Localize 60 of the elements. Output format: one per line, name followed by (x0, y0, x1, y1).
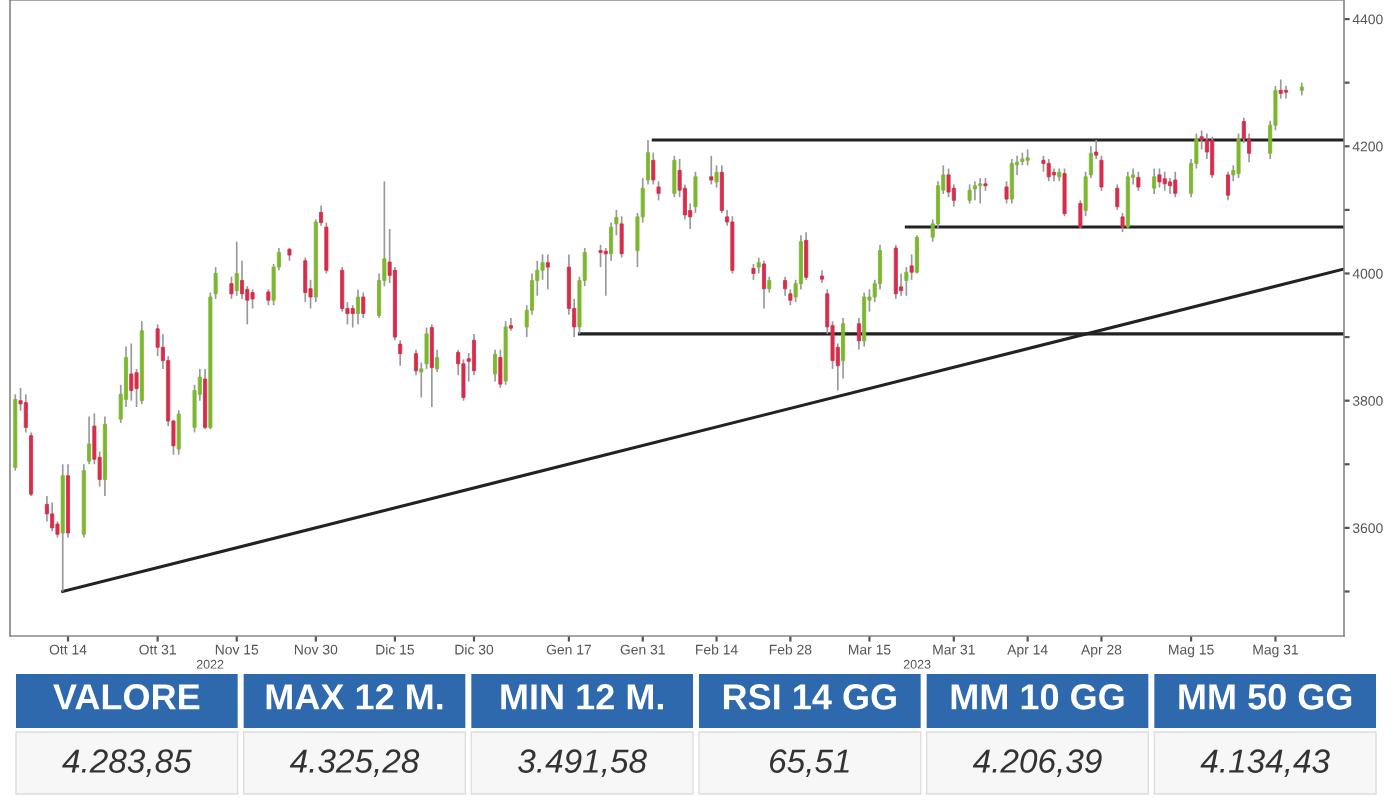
candlestick (1157, 167, 1162, 189)
candlestick (493, 348, 498, 383)
text: RSI 14 GG (723, 684, 896, 710)
candlestick (1115, 183, 1120, 211)
candlestick (303, 256, 308, 303)
candlestick (87, 415, 92, 466)
candlestick (129, 342, 134, 402)
candlestick (23, 393, 28, 434)
text: 65,51 (770, 749, 849, 777)
candlestick (1046, 158, 1051, 183)
candlestick (914, 234, 919, 275)
candlestick (1152, 167, 1157, 195)
text: MAX 12 M. (266, 684, 443, 710)
text: 4.206,39 (972, 749, 1102, 777)
text: MM 50 GG (1179, 684, 1352, 710)
candlestick (978, 177, 983, 205)
text: 4.325,28 (289, 749, 420, 777)
candlestick (967, 183, 972, 205)
candlestick (324, 221, 329, 275)
candlestick (672, 154, 677, 198)
candlestick (1278, 78, 1283, 100)
candlestick (862, 291, 867, 348)
candlestick (361, 291, 366, 319)
text: MM 10 GG (951, 684, 1124, 710)
text: 4.134,43 (1200, 749, 1330, 777)
text: 3.491,58 (518, 749, 647, 777)
candlestick (762, 259, 766, 310)
candlestick (1120, 212, 1125, 233)
candlestick (1226, 170, 1230, 202)
candlestick (176, 409, 181, 456)
candlestick (1210, 135, 1215, 179)
candlestick (1136, 170, 1141, 192)
candlestick (1284, 85, 1288, 100)
candlestick (1162, 170, 1167, 192)
candlestick (1004, 180, 1009, 205)
candlestick (972, 180, 977, 202)
candlestick (783, 275, 788, 297)
candlestick (1173, 170, 1178, 198)
text: 4.283,85 (62, 749, 192, 777)
candlestick (50, 501, 55, 532)
candlestick (619, 215, 624, 259)
candlestick (472, 333, 476, 377)
candlestick (1099, 154, 1104, 192)
text: VALORE (53, 684, 200, 710)
candlestick (893, 244, 898, 300)
candlestick (1062, 167, 1067, 218)
candlestick (356, 288, 360, 326)
text: MIN 12 M. (501, 684, 663, 710)
candlestick (1009, 158, 1014, 205)
candlestick (234, 240, 239, 297)
candlestick (545, 253, 550, 291)
candlestick (714, 164, 719, 189)
candlestick (44, 495, 49, 523)
candlestick (804, 231, 809, 281)
candlestick (656, 180, 661, 202)
candlestick (250, 288, 255, 310)
candlestick (709, 154, 714, 186)
candlestick (398, 339, 403, 367)
candlestick (429, 323, 434, 408)
candlestick (461, 358, 466, 402)
